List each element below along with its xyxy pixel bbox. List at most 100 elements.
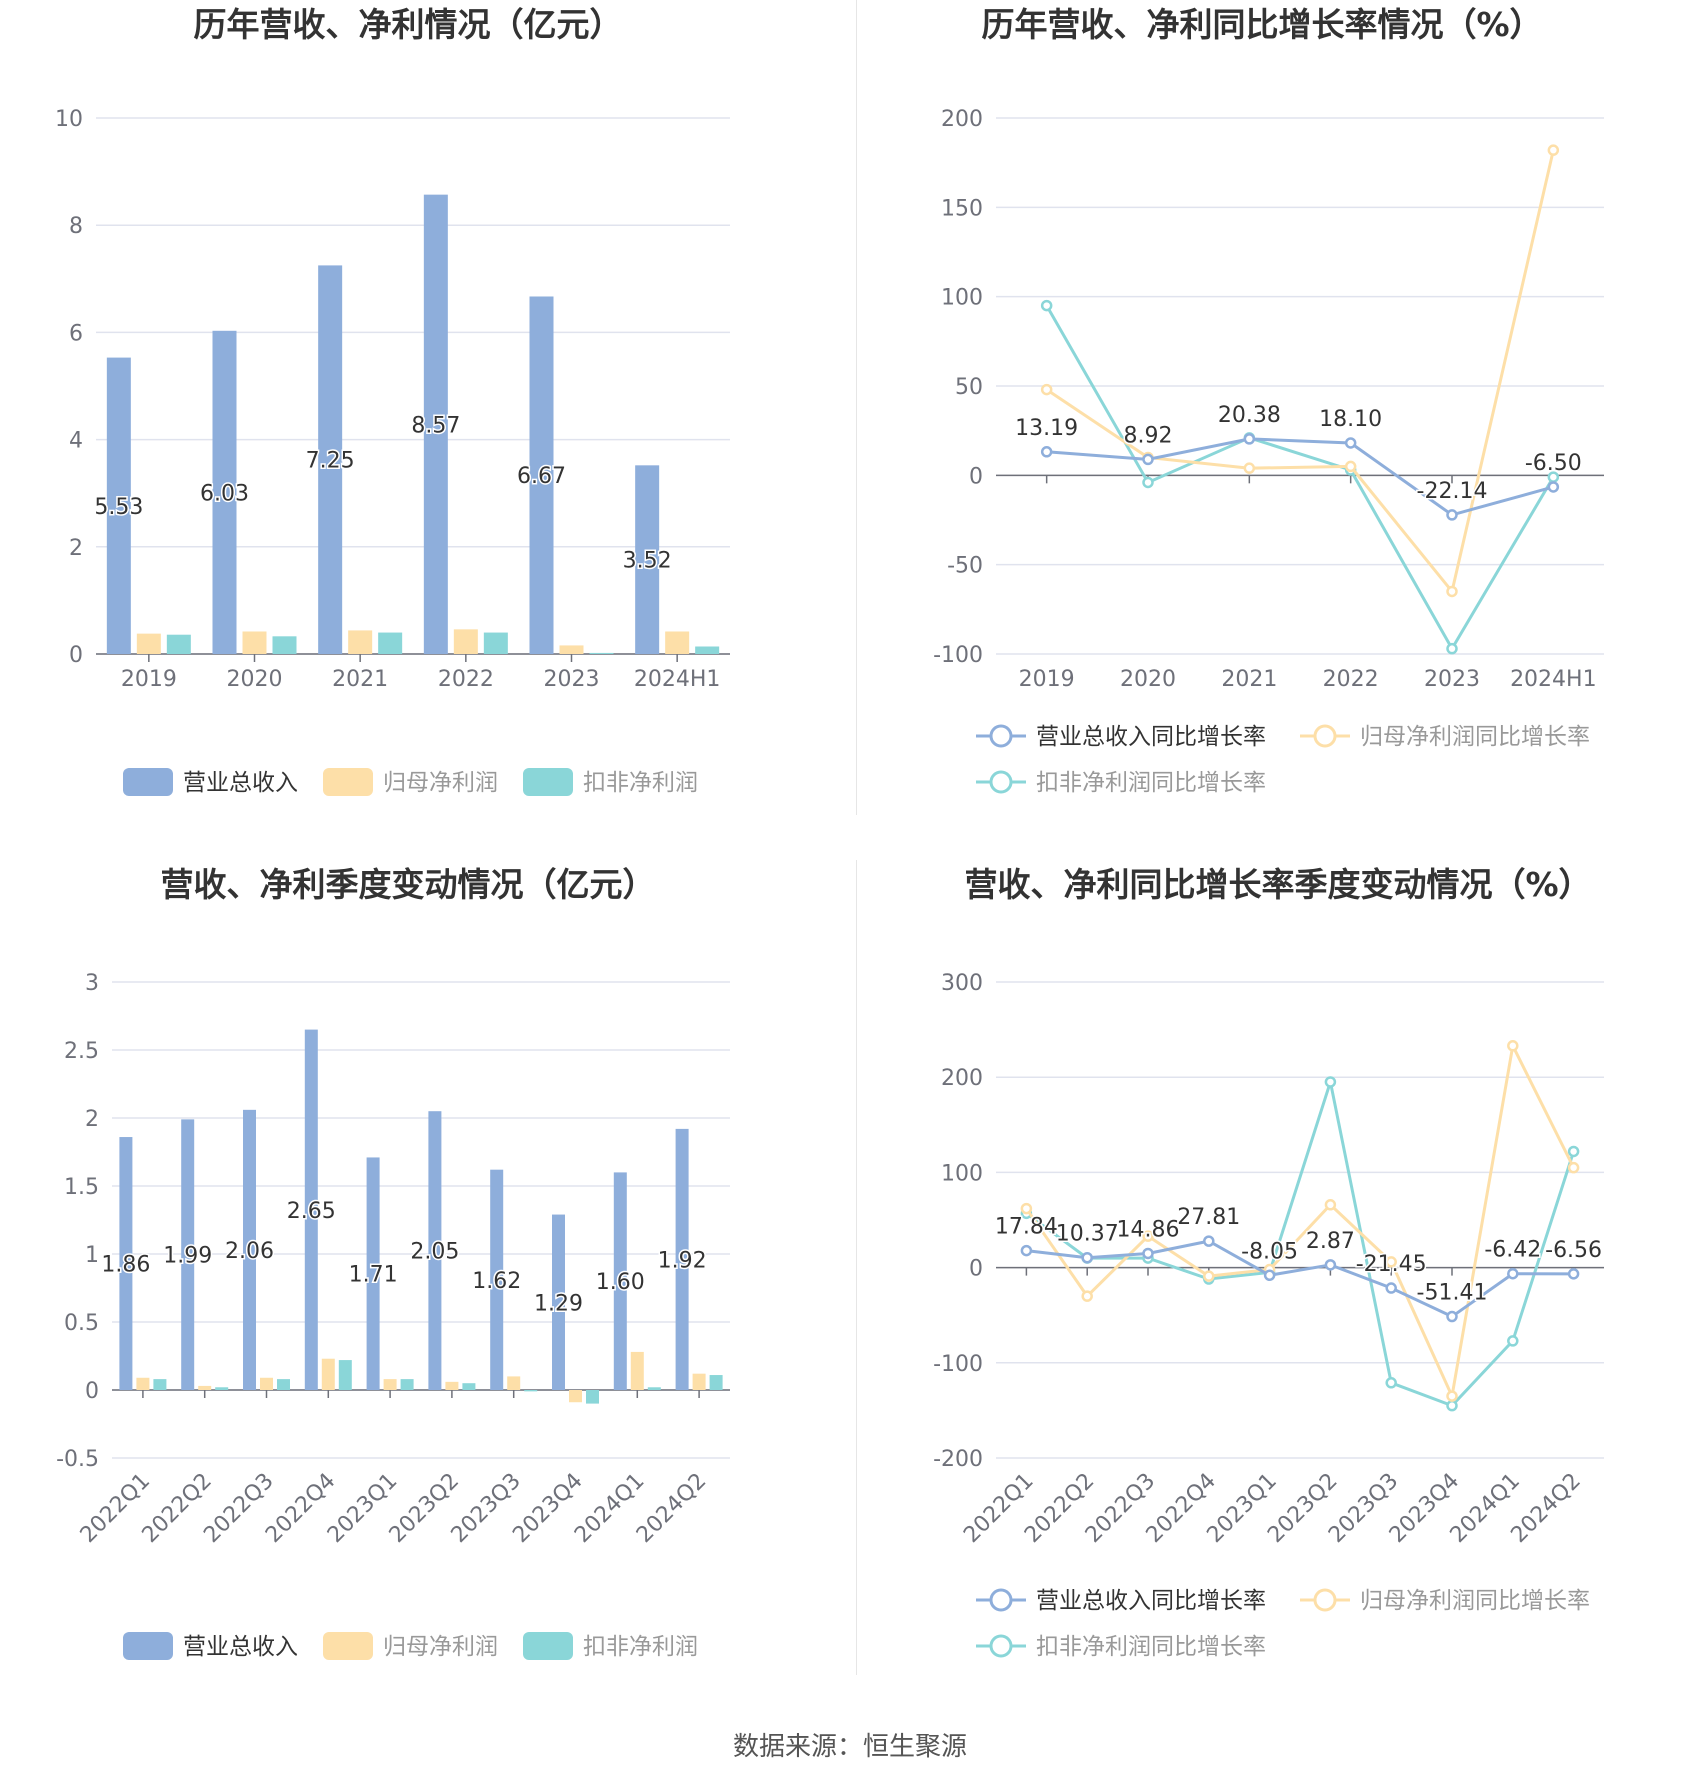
growth-rate-annual-chart: 历年营收、净利同比增长率情况（%） -100 -50 0 50 100 150 200 2019…: [850, 0, 1700, 860]
legend-label: 营业总收入: [183, 1634, 298, 1660]
data-point: [1446, 1399, 1458, 1412]
x-tick-label: 2022: [438, 667, 494, 692]
x-tick-label: 2024H1: [1510, 667, 1597, 692]
y-tick-label: 2: [85, 1107, 99, 1132]
chart-title: 营收、净利同比增长率季度变动情况（%）: [964, 865, 1591, 904]
bar: [490, 1169, 504, 1390]
bar: [695, 646, 720, 654]
data-point: [1446, 1310, 1458, 1323]
data-point: [1324, 1076, 1337, 1088]
y-tick-label: 100: [941, 1161, 983, 1186]
bar: [423, 194, 448, 654]
growth-rate-quarterly-chart: 营收、净利同比增长率季度变动情况（%） -200 -100 0 100 200 300 202…: [850, 860, 1700, 1720]
data-point: [1203, 1235, 1215, 1247]
legend-swatch: [323, 768, 373, 796]
bar: [243, 1109, 256, 1390]
data-point: [1507, 1267, 1519, 1280]
data-point: [1344, 460, 1357, 473]
legend-swatch: [123, 768, 173, 796]
y-tick-label: 50: [955, 375, 983, 400]
bar: [338, 1360, 352, 1390]
legend-label: 归母净利润: [383, 770, 498, 796]
bar: [675, 1128, 689, 1390]
bar: [453, 629, 478, 654]
y-tick-label: 2: [69, 536, 83, 561]
y-tick-label: -50: [947, 554, 983, 579]
bar: [559, 645, 584, 654]
data-point: [1203, 1270, 1215, 1282]
bar: [524, 1390, 538, 1392]
bar: [277, 1379, 290, 1390]
series-line: [1045, 304, 1555, 652]
legend-swatch: [523, 768, 573, 796]
data-label: 27.81: [1177, 1205, 1240, 1230]
x-tick-label: 2022: [1323, 667, 1379, 692]
bar: [378, 632, 403, 654]
bar: [318, 265, 343, 654]
bar: [242, 631, 267, 654]
legend-swatch: [523, 1632, 573, 1660]
data-point: [1344, 437, 1357, 449]
y-tick-label: 2.5: [64, 1039, 99, 1064]
bar: [136, 1377, 150, 1390]
data-point: [1040, 383, 1053, 396]
bar: [400, 1379, 414, 1390]
y-tick-label: 300: [941, 971, 983, 996]
legend-label: 归母净利润同比增长率: [1360, 1588, 1590, 1614]
x-tick-label: 2024Q2: [632, 1469, 711, 1548]
bar: [647, 1387, 661, 1390]
y-tick-label: 4: [69, 429, 83, 454]
bar: [630, 1351, 644, 1390]
data-label: 7.25: [306, 449, 355, 474]
data-label: 2.65: [287, 1199, 336, 1224]
bar: [272, 636, 297, 654]
data-label: -6.42: [1484, 1238, 1541, 1263]
y-tick-label: -100: [933, 643, 983, 668]
bar: [119, 1137, 133, 1390]
data-point: [1081, 1290, 1093, 1302]
legend-marker: [1313, 1588, 1337, 1612]
bar: [366, 1157, 380, 1390]
legend-label: 营业总收入同比增长率: [1036, 724, 1266, 750]
data-point: [1446, 509, 1458, 521]
bar: [692, 1373, 706, 1390]
bar: [181, 1119, 195, 1390]
data-label: 20.38: [1218, 403, 1281, 428]
data-label: 1.71: [349, 1263, 398, 1288]
data-point: [1547, 481, 1560, 493]
legend-label: 扣非净利润: [583, 770, 698, 796]
y-tick-label: -100: [933, 1352, 983, 1377]
y-tick-label: 0: [69, 643, 83, 668]
legend-label: 营业总收入: [183, 770, 298, 796]
bar: [212, 330, 237, 654]
bar: [635, 465, 660, 654]
chart-svg: 营收、净利同比增长率季度变动情况（%）-200-1000100200300202…: [933, 865, 1604, 1660]
bar: [348, 630, 373, 654]
data-point: [1324, 1259, 1337, 1271]
data-label: 17.84: [995, 1215, 1058, 1240]
data-label: 1.86: [101, 1253, 150, 1278]
data-label: -8.05: [1241, 1239, 1298, 1264]
data-point: [1567, 1161, 1580, 1174]
y-tick-label: 200: [941, 107, 983, 132]
data-label: -6.50: [1525, 451, 1582, 476]
data-point: [1324, 1199, 1337, 1211]
data-point: [1243, 462, 1256, 474]
data-label: -51.41: [1417, 1281, 1488, 1306]
data-point: [1507, 1040, 1519, 1052]
legend-marker: [989, 1588, 1013, 1612]
y-tick-label: 10: [55, 107, 83, 132]
legend-label: 扣非净利润同比增长率: [1036, 770, 1266, 796]
x-tick-label: 2019: [121, 667, 177, 692]
x-tick-label: 2023: [544, 667, 600, 692]
data-label: 2.05: [410, 1240, 459, 1265]
data-point: [1567, 1268, 1580, 1280]
data-label: 1.60: [596, 1270, 645, 1295]
legend-label: 扣非净利润: [583, 1634, 698, 1660]
y-tick-label: 3: [85, 971, 99, 996]
series-line: [1026, 1239, 1574, 1319]
data-label: 6.03: [200, 481, 249, 506]
bar: [462, 1383, 476, 1390]
data-point: [1040, 446, 1053, 458]
bar: [589, 652, 614, 654]
